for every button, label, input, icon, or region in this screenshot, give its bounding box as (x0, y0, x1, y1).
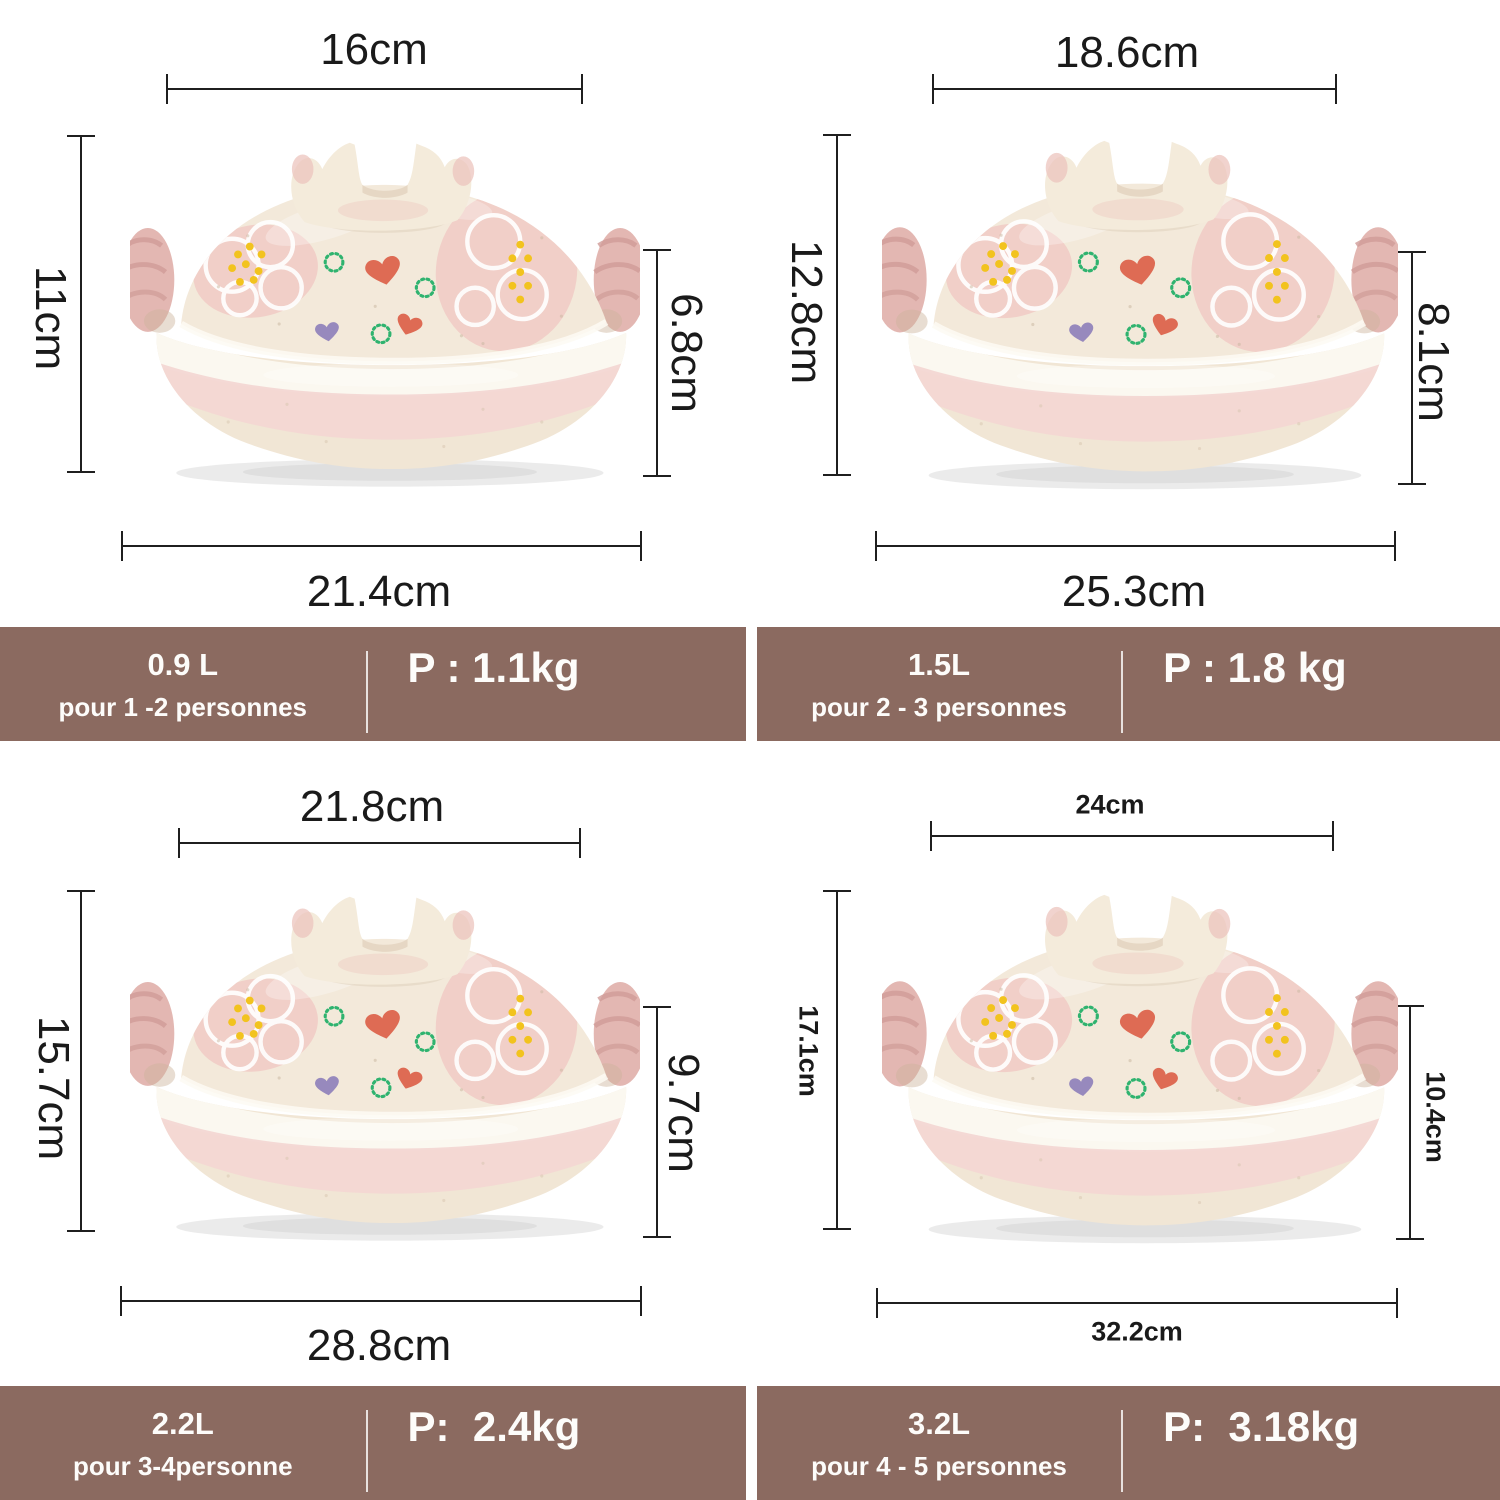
serving-label: pour 2 - 3 personnes (811, 691, 1067, 722)
dimension-label-total-width: 21.4cm (306, 567, 452, 616)
dimension-line-lid-width (930, 821, 1334, 851)
donabe-pot-image (882, 880, 1398, 1277)
dimension-line-total-height (823, 134, 851, 476)
spec-bar-product-3: 3.2L pour 4 - 5 personnes P: 3.18kg (757, 1386, 1500, 1500)
dimension-line-total-width (121, 531, 642, 561)
serving-label: pour 1 -2 personnes (58, 691, 308, 722)
dimension-label-lid-width: 21.8cm (299, 782, 445, 831)
bar-divider (365, 651, 368, 733)
bar-divider (1121, 1410, 1124, 1492)
serving-label: pour 3-4personne (72, 1450, 293, 1481)
dimension-line-total-height (823, 890, 851, 1230)
spec-bar-product-2: 2.2L pour 3-4personne P: 2.4kg (0, 1386, 746, 1500)
bar-divider (1121, 651, 1124, 733)
dimension-line-bowl-height (1396, 1005, 1424, 1240)
dimension-label-bowl-height: 10.4cm (1420, 1071, 1451, 1163)
dimension-label-lid-width: 16cm (320, 25, 428, 74)
dimension-label-total-width: 25.3cm (1061, 567, 1207, 616)
dimension-line-lid-width (932, 74, 1337, 104)
spec-bar-product-0: 0.9 L pour 1 -2 personnes P : 1.1kg (0, 627, 746, 741)
dimension-line-total-height (67, 135, 95, 473)
serving-label: pour 4 - 5 personnes (811, 1450, 1067, 1481)
weight-label: P: 3.18kg (1163, 1403, 1360, 1450)
dimension-line-lid-width (166, 74, 583, 104)
dimension-line-total-width (875, 531, 1396, 561)
capacity-label: 2.2L (151, 1405, 214, 1441)
dimension-label-lid-width: 24cm (1075, 789, 1145, 820)
capacity-label: 3.2L (908, 1405, 971, 1441)
weight-label: P : 1.1kg (407, 644, 580, 691)
bar-divider (365, 1410, 368, 1492)
dimension-line-total-width (876, 1288, 1398, 1318)
dimension-line-bowl-height (1398, 251, 1426, 485)
dimension-label-total-height: 17.1cm (793, 1005, 824, 1097)
weight-label: P : 1.8 kg (1163, 644, 1347, 691)
dimension-line-total-width (120, 1286, 642, 1316)
dimension-line-bowl-height (643, 1006, 671, 1238)
spec-bar-product-1: 1.5L pour 2 - 3 personnes P : 1.8 kg (757, 627, 1500, 741)
dimension-label-lid-width: 18.6cm (1054, 28, 1200, 77)
weight-label: P: 2.4kg (407, 1403, 581, 1450)
dimension-line-bowl-height (643, 249, 671, 477)
dimension-line-lid-width (178, 828, 581, 858)
capacity-label: 0.9 L (147, 646, 219, 682)
capacity-label: 1.5L (908, 646, 971, 682)
dimension-label-total-width: 28.8cm (306, 1321, 452, 1370)
dimension-label-total-width: 32.2cm (1091, 1316, 1183, 1347)
dimension-line-total-height (67, 890, 95, 1232)
